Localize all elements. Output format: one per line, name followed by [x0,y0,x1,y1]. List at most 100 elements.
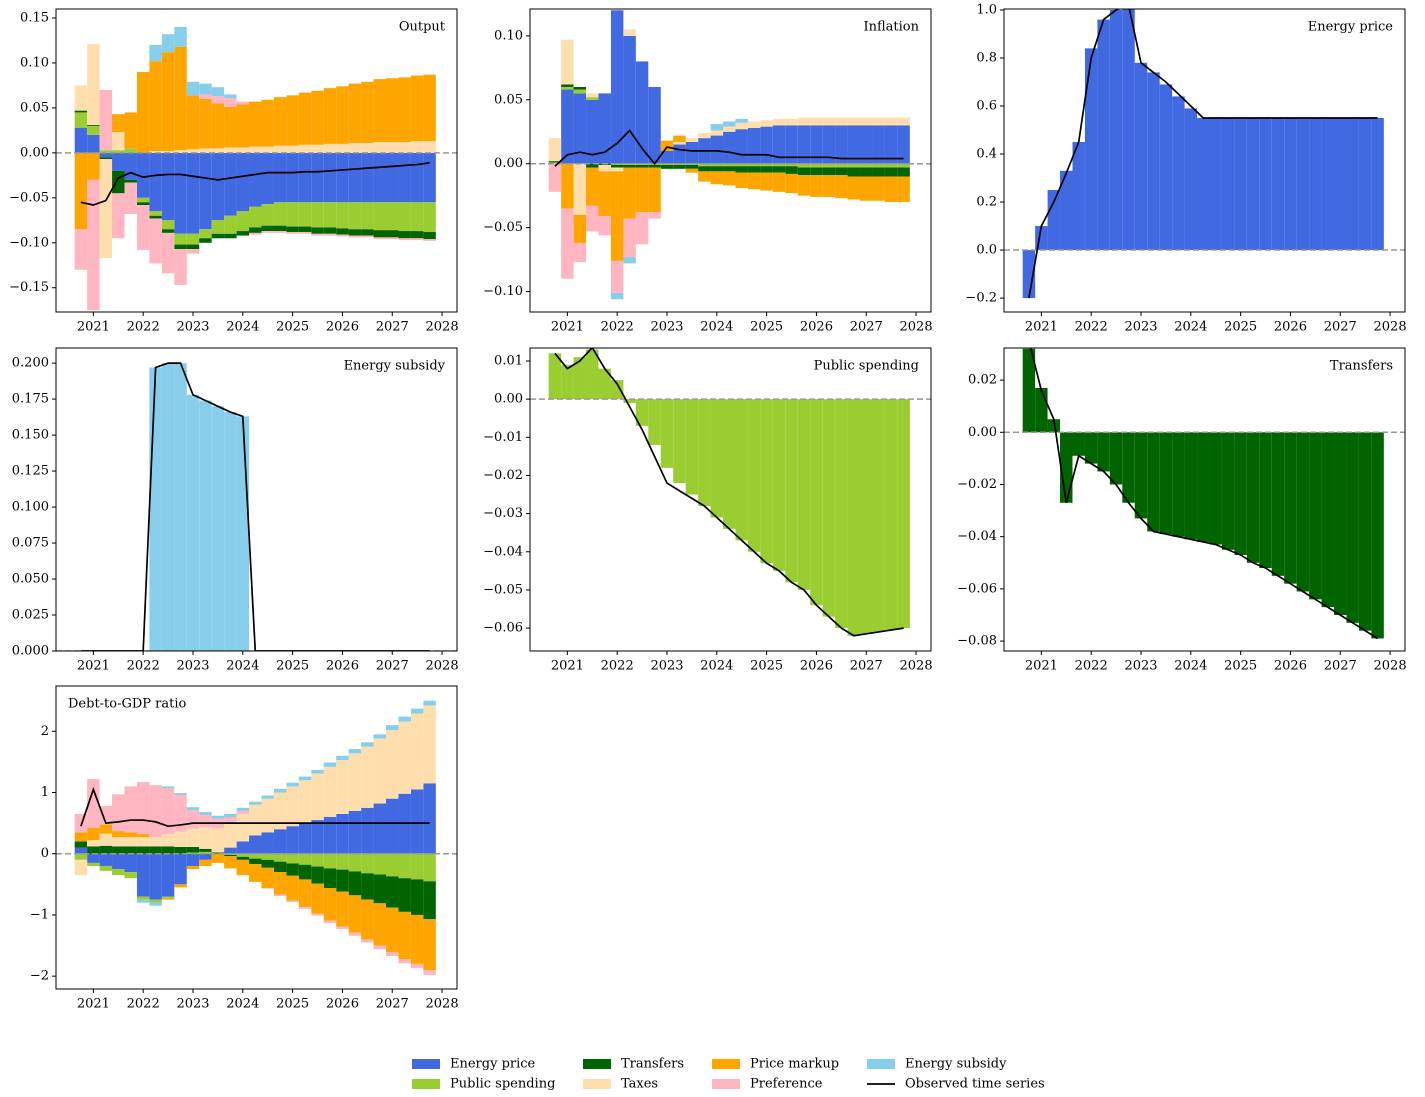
bar-segment [835,163,848,168]
bar-segment [124,832,137,838]
x-tick-label: 2023 [176,659,209,674]
bar-segment [735,399,748,541]
bar-segment [610,380,624,400]
bar-segment [1234,118,1247,251]
y-tick-label: −0.06 [483,621,523,636]
bar-segment [74,85,88,111]
legend: Energy price Public spending Transfers Taxe… [412,1057,1045,1092]
bar-segment [835,167,848,176]
panel-title: Public spending [814,359,919,374]
bar-segment [398,959,411,964]
bar-segment [723,126,736,132]
bar-segment [224,215,237,234]
bar-segment [348,152,362,203]
bar-segment [386,798,399,854]
bar-segment [586,163,599,168]
bar-segment [561,84,574,87]
bar-segment [87,44,100,125]
x-tick-label: 2028 [900,320,933,335]
bar-segment [311,769,324,774]
bar-segment [298,823,312,854]
bar-segment [586,349,599,400]
y-tick-label: 0.175 [12,392,49,407]
bar-segment [161,363,175,651]
series [1022,348,1384,639]
y-tick-label: 0.0 [976,243,997,258]
bar-segment [735,122,748,130]
x-tick-label: 2026 [800,659,833,674]
bar-segment [797,399,811,590]
bar-segment [423,705,436,784]
bar-segment [211,220,225,234]
bar-segment [224,107,237,148]
panel: 0.000 0.025 0.050 0.075 0.100 0.125 0.150 0.175… [12,347,459,674]
bar-segment [373,945,387,950]
bar-segment [410,853,424,880]
bar-segment [573,357,587,400]
bar-segment [398,202,411,232]
bar-segment [723,163,736,167]
x-tick-label: 2025 [1224,659,1257,674]
bar-segment [161,151,175,153]
y-tick-label: 0 [41,846,49,861]
bar-segment [186,394,200,651]
bar-segment [698,163,711,167]
bar-segment [1022,250,1036,299]
bar-segment [136,202,150,206]
bar-segment [760,172,773,191]
y-tick-label: 0.125 [12,464,49,479]
bar-segment [660,140,674,151]
y-tick-label: 0.05 [494,92,523,107]
bar-segment [199,827,212,849]
bar-segment [772,118,786,126]
bar-segment [586,205,599,232]
bar-segment [897,176,910,203]
bar-segment [685,163,699,165]
bar-segment [735,163,748,167]
bar-segment [1109,432,1123,485]
bar-segment [635,399,649,426]
bar-segment [87,779,100,829]
bar-segment [211,406,225,651]
bar-segment [136,782,150,835]
bar-segment [747,127,761,164]
bar-segment [386,876,399,908]
x-tick-label: 2026 [1274,659,1307,674]
x-tick-label: 2021 [77,320,110,335]
bar-segment [1209,432,1222,545]
bar-segment [1246,118,1260,251]
bar-segment [273,225,287,232]
bar-segment [386,853,399,877]
bar-segment [548,353,562,400]
bar-segment [149,218,162,264]
bar-segment [772,399,786,571]
bar-segment [897,125,910,164]
bar-segment [136,71,150,153]
bar-segment [1296,118,1310,251]
series [561,10,910,164]
x-tick-label: 2027 [850,659,883,674]
y-tick-label: −1 [30,907,49,922]
x-tick-label: 2026 [326,997,359,1012]
bar-segment [561,163,574,209]
x-tick-label: 2023 [176,997,209,1012]
x-tick-label: 2022 [127,320,160,335]
bar-segment [373,803,387,854]
bar-segment [336,891,349,927]
bar-segment [161,34,175,53]
bar-segment [772,166,786,173]
y-tick-label: −0.15 [9,280,49,295]
bar-segment [298,780,312,824]
bar-segment [810,125,823,164]
bar-segment [610,163,624,165]
bar-segment [224,813,237,817]
panel-title: Transfers [1330,359,1393,374]
bar-segment [561,364,574,400]
bar-segment [760,126,773,164]
bar-segment [136,899,150,903]
y-tick-label: 0.02 [968,373,997,388]
bar-segment [1197,118,1210,251]
bar-segment [348,235,362,238]
observed-line [80,362,430,651]
bar-segment [1309,118,1322,251]
